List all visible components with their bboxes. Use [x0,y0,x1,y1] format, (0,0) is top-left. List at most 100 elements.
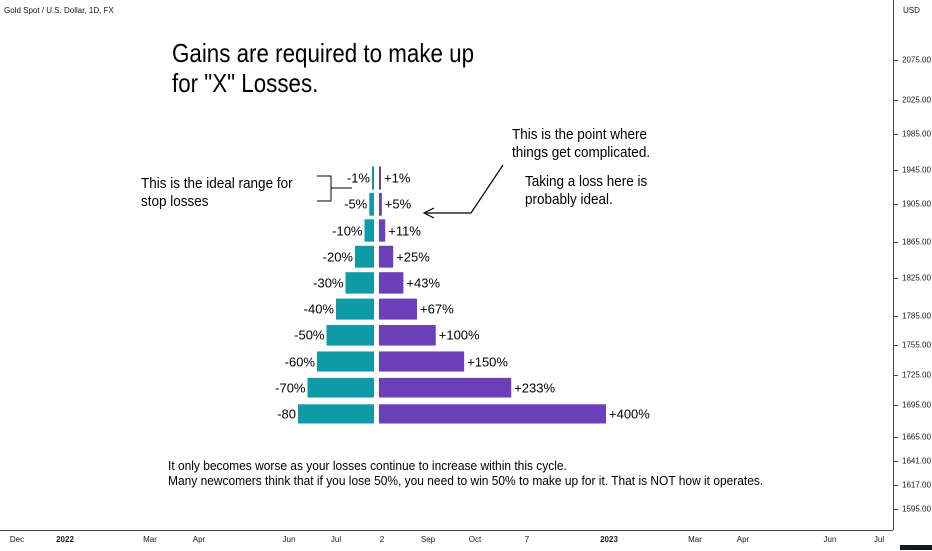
price-tick-mark [894,242,898,243]
price-tick-label: 1825.00 [902,273,931,283]
gain-bar-label: +11% [388,223,421,238]
loss-bar [317,351,374,372]
gain-bar-label: +67% [420,301,454,317]
loss-bar [355,245,374,268]
loss-ideal-note-line-2: probably ideal. [525,191,613,208]
price-tick-mark [894,60,898,61]
price-tick-label: 1641.00 [902,456,931,466]
time-tick-label: 2 [379,535,385,544]
price-tick-label: 1665.00 [902,432,931,442]
price-tick-mark [894,345,898,346]
loss-bar [336,298,374,320]
loss-bar-label: -40% [303,301,334,317]
gain-bar-label: +100% [438,327,480,343]
loss-bar [326,325,374,346]
footer-note-line-1: It only becomes worse as your losses con… [168,458,567,473]
price-tick-label: 1905.00 [902,199,931,209]
loss-bar [372,166,374,190]
loss-bar-label: -10% [332,223,363,238]
gain-bar-label: +150% [467,354,508,369]
loss-bar [345,272,374,294]
price-tick-label: 1725.00 [902,370,931,380]
price-tick-label: 2025.00 [902,95,931,105]
time-tick-label: 2022 [56,535,74,544]
time-tick-label: Dec [9,535,25,544]
time-tick-label: Jun [823,535,837,544]
time-tick-label: Jun [282,535,296,544]
price-tick-mark [894,170,898,171]
axis-currency-label: USD [903,6,920,15]
gain-bar-label: +400% [609,406,650,422]
time-tick-label: Apr [736,535,750,544]
gain-bar [379,219,386,242]
loss-bar [307,377,374,398]
gain-bar-label: +233% [514,380,556,396]
gain-bar [379,377,512,398]
loss-bar-label: -30% [313,275,344,291]
price-tick-mark [894,509,898,510]
loss-bar [364,219,374,242]
price-axis[interactable]: USD 2075.00 2025.00 1985.00 1945.00 1905.00 1… [893,0,932,530]
complicated-arrow-line [426,164,504,214]
gain-bar [379,192,382,216]
time-tick-label: Mar [143,535,157,544]
price-tick-label: 1617.00 [902,480,931,490]
chart-title: Gains are required to make up for "X" Lo… [172,38,474,98]
price-tick-mark [894,100,898,101]
gain-bar-label: +1% [384,170,411,186]
complicated-arrow-head-icon [422,207,435,219]
ideal-range-note-line-2: stop losses [141,193,209,210]
price-tick-label: 2075.00 [902,55,931,65]
ideal-range-note-line-1: This is the ideal range for [141,175,293,192]
time-tick-label: 2023 [600,535,618,544]
price-tick-label: 1695.00 [902,400,931,410]
diverging-bar-chart [298,164,606,424]
complicated-note-line-1: This is the point where [512,126,648,143]
price-tick-label: 1945.00 [902,165,931,175]
complicated-note: This is the point where things get compl… [512,126,650,162]
time-tick-label: Sep [420,535,436,544]
gain-bar [379,404,606,424]
price-tick-mark [894,375,898,376]
price-tick-label: 1755.00 [902,340,931,350]
loss-ideal-note-line-1: Taking a loss here is [525,173,648,190]
time-tick-label: Jul [873,535,885,544]
price-tick-label: 1865.00 [902,237,931,247]
chart-title-line-2: for "X" Losses. [172,68,319,98]
time-tick-label: Apr [192,535,206,544]
loss-bar-label: -80 [277,406,296,422]
gain-bar-label: +5% [384,196,412,212]
loss-ideal-note: Taking a loss here is probably ideal. [525,173,647,209]
chart-title-line-1: Gains are required to make up [172,38,475,68]
time-tick-label: 7 [524,535,530,544]
loss-bar-label: -20% [322,249,353,265]
time-axis[interactable]: Dec 2022 Mar Apr Jun Jul 2 Sep Oct 7 2023 Mar Apr Jun… [0,530,893,551]
gain-bar-label: +25% [396,249,430,265]
gain-bar-label: +43% [406,275,441,291]
loss-bar-label: -50% [294,327,325,343]
price-tick-mark [894,204,898,205]
gain-bar [379,298,418,320]
time-tick-label: Oct [468,535,482,544]
price-tick-label: 1985.00 [902,129,931,139]
loss-bar [369,192,374,216]
gain-bar [379,166,381,190]
price-tick-mark [894,278,898,279]
loss-bar [298,404,374,424]
loss-bar-label: -5% [344,196,368,212]
loss-bar-label: -60% [284,354,315,369]
ideal-range-note: This is the ideal range for stop losses [141,175,293,211]
gain-bar [379,351,465,372]
gain-bar [379,245,394,268]
price-tick-mark [894,437,898,438]
symbol-label: Gold Spot / U.S. Dollar, 1D, FX [4,6,114,15]
price-tick-mark [894,405,898,406]
time-tick-label: Mar [688,535,702,544]
loss-bar-label: -70% [275,380,306,396]
complicated-note-line-2: things get complicated. [512,144,651,161]
loss-bar-label: -1% [346,170,370,186]
price-tick-label: 1785.00 [902,311,931,321]
price-tick-mark [894,485,898,486]
ideal-range-bracket [317,175,352,202]
price-tick-mark [894,316,898,317]
